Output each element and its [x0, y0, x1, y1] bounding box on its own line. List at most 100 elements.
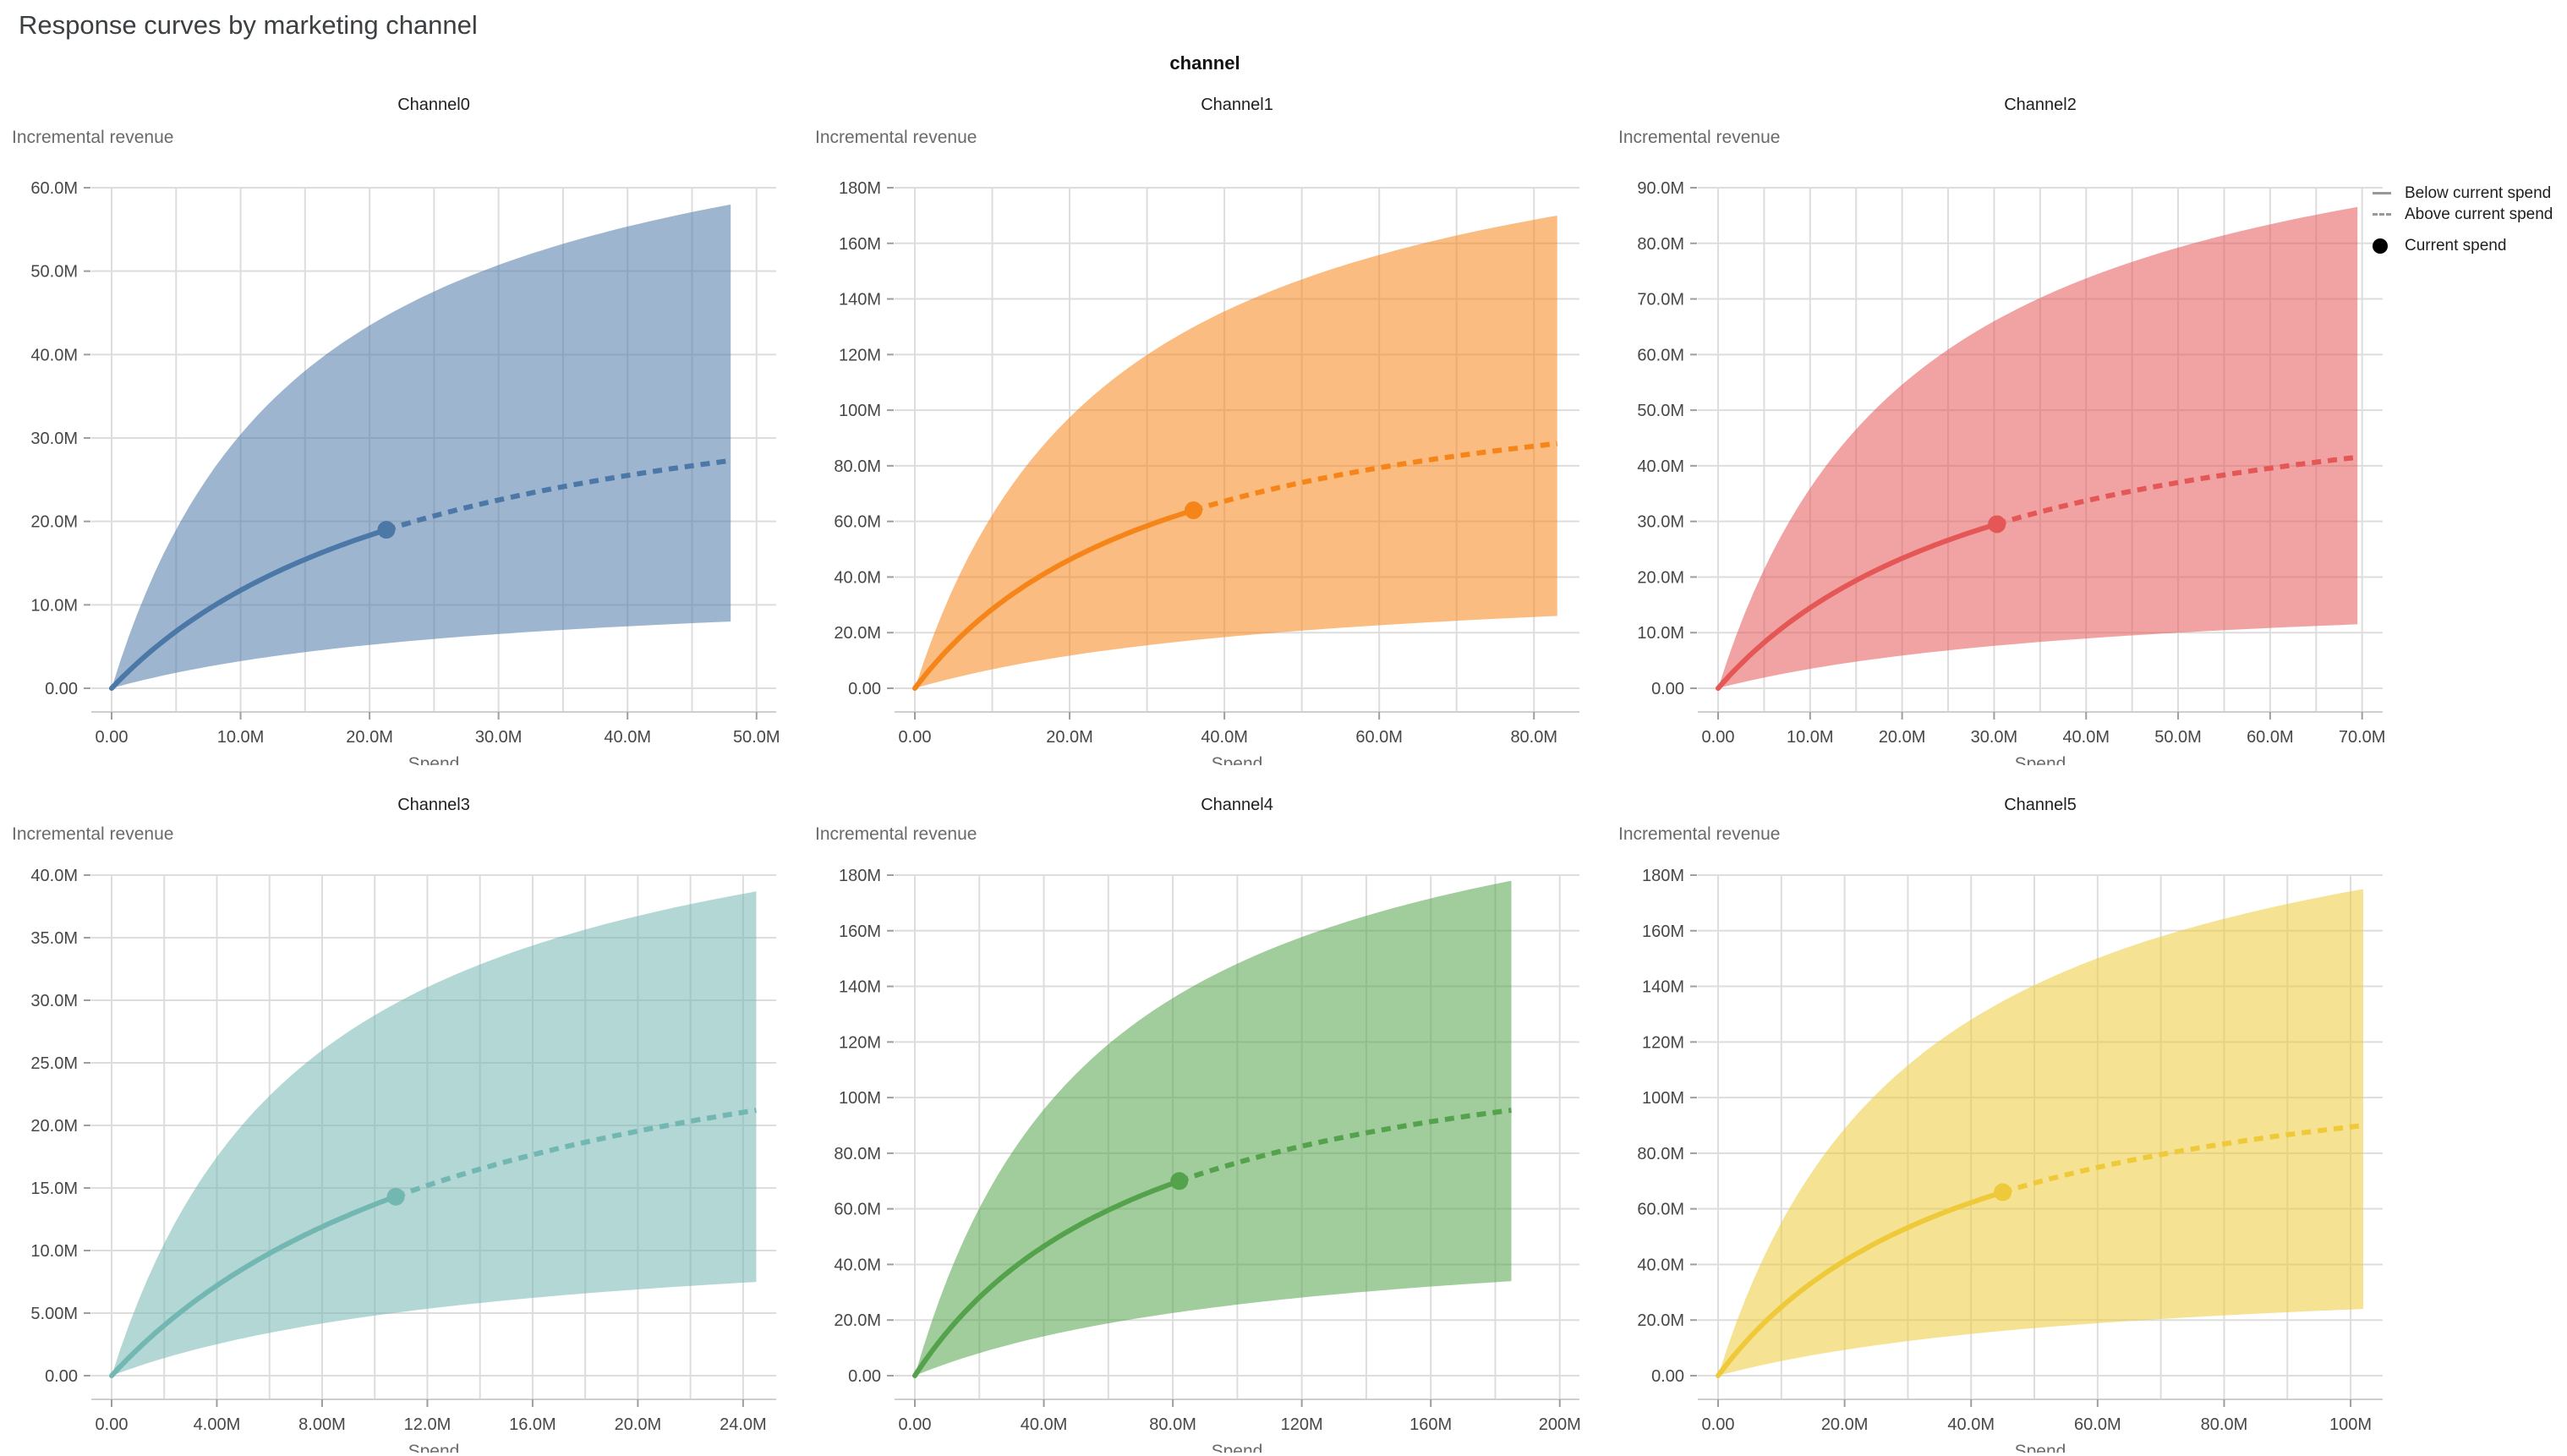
- mean-curve-below-current-spend: [109, 527, 389, 691]
- svg-text:0.00: 0.00: [1651, 1367, 1684, 1386]
- mean-curve-below-current-spend: [109, 1194, 399, 1378]
- svg-text:40.0M: 40.0M: [2062, 728, 2110, 747]
- svg-text:40.0M: 40.0M: [1637, 1256, 1684, 1274]
- mean-curve-above-current-spend: [1192, 441, 1558, 513]
- svg-text:60.0M: 60.0M: [2247, 728, 2294, 747]
- svg-text:30.0M: 30.0M: [1637, 513, 1684, 532]
- svg-text:Spend: Spend: [2015, 1442, 2066, 1453]
- svg-text:60.0M: 60.0M: [2074, 1415, 2121, 1434]
- svg-text:50.0M: 50.0M: [1637, 402, 1684, 420]
- svg-text:20.0M: 20.0M: [1879, 728, 1926, 747]
- svg-text:16.0M: 16.0M: [509, 1415, 556, 1434]
- legend: Below current spend Above current spend …: [2373, 183, 2564, 256]
- svg-text:30.0M: 30.0M: [30, 430, 78, 448]
- svg-text:80.0M: 80.0M: [1149, 1415, 1196, 1434]
- svg-text:60.0M: 60.0M: [834, 513, 881, 532]
- page-title: Response curves by marketing channel: [19, 10, 478, 40]
- svg-text:4.00M: 4.00M: [194, 1415, 241, 1434]
- confidence-band: [915, 880, 1512, 1376]
- svg-text:20.0M: 20.0M: [1637, 1311, 1684, 1330]
- mean-curve-below-current-spend: [1716, 521, 2000, 691]
- svg-text:0.00: 0.00: [1702, 728, 1735, 747]
- svg-text:40.0M: 40.0M: [1637, 457, 1684, 476]
- svg-text:20.0M: 20.0M: [834, 1311, 881, 1330]
- svg-text:20.0M: 20.0M: [1821, 1415, 1869, 1434]
- svg-text:80.0M: 80.0M: [1637, 235, 1684, 254]
- svg-text:70.0M: 70.0M: [1637, 291, 1684, 309]
- legend-label: Below current spend: [2405, 183, 2552, 202]
- svg-text:80.0M: 80.0M: [1637, 1145, 1684, 1163]
- confidence-band: [915, 216, 1557, 688]
- legend-label: Above current spend: [2405, 205, 2553, 223]
- svg-text:Spend: Spend: [1212, 754, 1263, 765]
- svg-text:10.0M: 10.0M: [30, 596, 78, 615]
- svg-text:80.0M: 80.0M: [1510, 728, 1557, 747]
- svg-text:160M: 160M: [839, 235, 881, 254]
- svg-text:10.0M: 10.0M: [1637, 624, 1684, 643]
- chart-title: Channel2: [2004, 96, 2077, 114]
- svg-text:140M: 140M: [1642, 978, 1684, 997]
- current-spend-dot: [1988, 515, 2006, 534]
- svg-text:10.0M: 10.0M: [1787, 728, 1834, 747]
- dashed-line-icon: [2373, 213, 2398, 216]
- confidence-band: [1718, 206, 2358, 689]
- svg-text:10.0M: 10.0M: [30, 1242, 78, 1261]
- svg-text:40.0M: 40.0M: [1021, 1415, 1068, 1434]
- response-curve-plot-channel5: 0.00 20.0M 40.0M 60.0M 80.0M 100M 120M 140M 160M…: [1637, 867, 2383, 1453]
- svg-text:140M: 140M: [839, 291, 881, 309]
- svg-text:120M: 120M: [839, 1033, 881, 1052]
- svg-text:160M: 160M: [1409, 1415, 1452, 1434]
- svg-text:50.0M: 50.0M: [733, 728, 780, 747]
- legend-label: Current spend: [2405, 236, 2507, 255]
- svg-text:0.00: 0.00: [45, 680, 78, 698]
- svg-text:60.0M: 60.0M: [1355, 728, 1403, 747]
- svg-text:0.00: 0.00: [45, 1367, 78, 1386]
- current-spend-dot: [1185, 501, 1203, 520]
- svg-text:120M: 120M: [1642, 1033, 1684, 1052]
- svg-text:80.0M: 80.0M: [834, 457, 881, 476]
- svg-text:120M: 120M: [839, 346, 881, 364]
- mean-curve-below-current-spend: [1716, 1190, 2006, 1378]
- svg-text:0.00: 0.00: [96, 1415, 129, 1434]
- svg-text:35.0M: 35.0M: [30, 929, 78, 948]
- svg-text:100M: 100M: [839, 402, 881, 420]
- mean-curve-above-current-spend: [1995, 454, 2358, 527]
- charts-grid: Channel0 Incremental revenue 0.00 10.0M 20.0…: [0, 80, 2410, 1456]
- svg-text:30.0M: 30.0M: [1971, 728, 2018, 747]
- svg-text:60.0M: 60.0M: [1637, 1201, 1684, 1219]
- svg-text:20.0M: 20.0M: [1046, 728, 1093, 747]
- svg-text:24.0M: 24.0M: [720, 1415, 767, 1434]
- response-curve-plot-channel0: 0.00 10.0M 20.0M 30.0M 40.0M 50.0M 60.0M 0.00 10…: [30, 179, 780, 765]
- chart-title: Channel3: [397, 796, 470, 814]
- svg-text:40.0M: 40.0M: [1947, 1415, 1995, 1434]
- svg-text:40.0M: 40.0M: [834, 568, 881, 587]
- svg-text:0.00: 0.00: [1702, 1415, 1735, 1434]
- svg-text:100M: 100M: [2329, 1415, 2372, 1434]
- confidence-band: [112, 204, 731, 688]
- svg-text:200M: 200M: [1539, 1415, 1581, 1434]
- chart-cell-channel1: Channel1 Incremental revenue 0.00 20.0M 40.0…: [803, 80, 1606, 782]
- svg-text:60.0M: 60.0M: [834, 1201, 881, 1219]
- chart-cell-channel5: Channel5 Incremental revenue 0.00 20.0M 40.0…: [1606, 782, 2410, 1456]
- svg-text:160M: 160M: [839, 922, 881, 941]
- svg-text:80.0M: 80.0M: [2201, 1415, 2248, 1434]
- y-axis-title: Incremental revenue: [1618, 824, 1781, 844]
- chart-title: Channel0: [397, 96, 470, 114]
- solid-line-icon: [2373, 192, 2398, 194]
- chart-title: Channel4: [1201, 796, 1273, 814]
- svg-text:40.0M: 40.0M: [30, 867, 78, 885]
- facet-header-title: channel: [1169, 52, 1240, 74]
- svg-text:Spend: Spend: [408, 1442, 460, 1453]
- current-spend-dot: [377, 521, 396, 539]
- svg-text:8.00M: 8.00M: [298, 1415, 346, 1434]
- svg-text:180M: 180M: [839, 179, 881, 198]
- y-axis-title: Incremental revenue: [815, 824, 977, 844]
- svg-text:100M: 100M: [839, 1089, 881, 1108]
- response-curve-plot-channel3: 0.00 5.00M 10.0M 15.0M 20.0M 25.0M 30.0M 35.0M 4…: [30, 867, 776, 1453]
- svg-text:Spend: Spend: [1212, 1442, 1263, 1453]
- svg-text:20.0M: 20.0M: [346, 728, 393, 747]
- svg-text:120M: 120M: [1281, 1415, 1323, 1434]
- svg-text:60.0M: 60.0M: [30, 179, 78, 198]
- svg-text:20.0M: 20.0M: [615, 1415, 662, 1434]
- svg-text:20.0M: 20.0M: [834, 624, 881, 643]
